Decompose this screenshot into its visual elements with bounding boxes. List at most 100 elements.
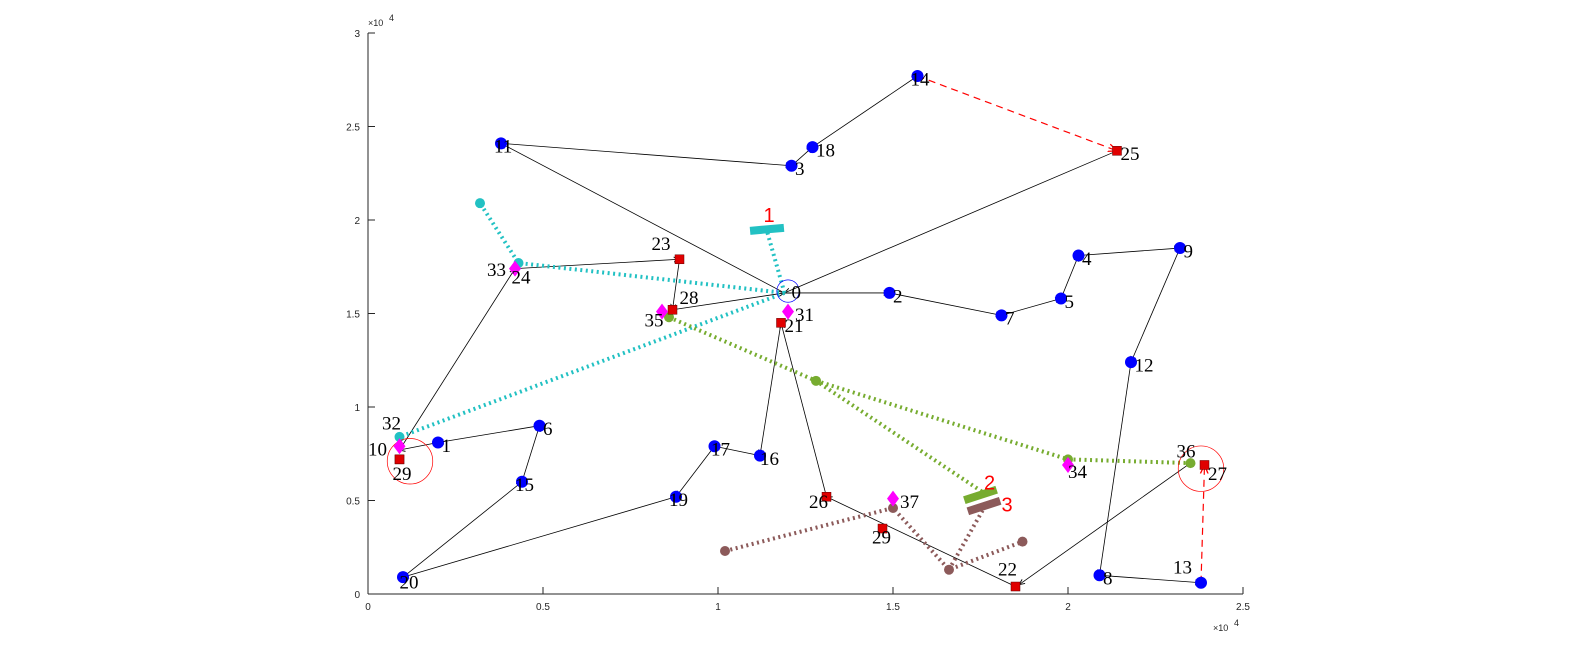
route-segment: [676, 446, 715, 496]
route-segment: [715, 446, 761, 457]
highlight-circles: [386, 279, 1225, 492]
node-label: 1: [442, 436, 452, 457]
node-label: 3: [795, 159, 805, 180]
node-label: 18: [816, 140, 835, 161]
station-point-28: [667, 305, 678, 315]
dashed-route-segment: [1201, 465, 1205, 583]
x-tick-label: 1.5: [886, 602, 900, 613]
drone-node-brown: [1017, 536, 1028, 547]
customer-point-7: [995, 309, 1008, 322]
axes: 0 0.5 1 1.5 2 2.5 0 0.5 1 1.5 2 2.5 3 ×10 4 ×10 4: [346, 13, 1250, 633]
customer-point-17: [708, 440, 721, 453]
drone-node-green: [811, 375, 821, 386]
route-segment: [399, 269, 516, 451]
drone-customer-point-31: [782, 303, 794, 320]
node-label: 21: [785, 316, 804, 337]
red-highlight-circle: [1177, 445, 1225, 492]
customer-point-16: [754, 449, 766, 462]
station-point-21: [776, 318, 786, 328]
node-label: 11: [494, 137, 512, 158]
y-tick-label: 0: [354, 590, 360, 601]
node-label: 17: [711, 440, 730, 461]
red-highlight-circle: [386, 438, 434, 485]
node-label: 33: [487, 260, 506, 281]
customer-point-19: [670, 490, 682, 503]
route-segment: [781, 323, 827, 497]
route-segment: [1019, 462, 1191, 585]
y-tick-label: 1: [354, 403, 360, 414]
station-point-22: [1010, 581, 1021, 592]
zone-label: 3: [1002, 495, 1013, 517]
node-label: 34: [1068, 462, 1088, 483]
station-point-27: [1199, 460, 1210, 470]
station-point-23: [674, 254, 685, 265]
y-tick-label: 2: [354, 216, 360, 227]
x-exponent-label: ×10: [1213, 623, 1228, 633]
customer-point-14: [911, 70, 924, 83]
y-tick-label: 2.5: [346, 123, 360, 134]
route-segment: [760, 322, 782, 456]
node-label: 24: [512, 268, 532, 289]
node-label: 32: [382, 413, 401, 434]
customer-point-15: [516, 475, 528, 488]
dashed-route-segment: [917, 75, 1118, 151]
station-point-29b: [877, 523, 888, 534]
route-segment: [889, 292, 1002, 315]
node-labels: 0123456789101112131415161718192021222324…: [368, 69, 1227, 593]
drone-node-brown: [944, 564, 954, 575]
customer-point-12: [1125, 356, 1137, 369]
dashed-routes: [917, 75, 1205, 583]
customer-point-3: [785, 159, 798, 172]
node-label: 29: [393, 464, 412, 485]
node-label: 15: [515, 475, 534, 496]
blue-highlight-circle: [776, 279, 800, 303]
station-point-25: [1112, 146, 1122, 156]
drone-customer-point-33: [509, 260, 521, 277]
node-label: 28: [680, 288, 699, 309]
launch-site-green: [963, 485, 998, 504]
route-segment: [402, 482, 522, 578]
route-segment: [1099, 574, 1202, 582]
y-exponent-power: 4: [389, 13, 394, 23]
node-label: 14: [911, 69, 931, 90]
node-label: 36: [1177, 441, 1196, 462]
y-exponent-label: ×10: [368, 18, 383, 28]
node-label: 37: [900, 492, 919, 513]
customer-point-6: [533, 419, 546, 432]
node-label: 31: [795, 305, 814, 326]
drone-customer-point-32: [393, 438, 406, 455]
drone-node-cyan: [394, 431, 405, 442]
y-tick-label: 3: [354, 29, 360, 40]
customer-point-9: [1174, 242, 1186, 255]
drone-path-cyan: [398, 291, 786, 439]
drone-node-cyan: [475, 198, 485, 209]
customer-point-5: [1055, 292, 1067, 305]
zone-label: 2: [984, 472, 995, 494]
drone-path-cyan: [765, 230, 787, 294]
drone-path-cyan: [478, 202, 785, 295]
x-exponent-power: 4: [1234, 618, 1239, 628]
drone-customer-point-35: [656, 303, 668, 320]
node-label: 13: [1173, 557, 1192, 578]
customer-point-11: [495, 137, 507, 150]
route-segment: [672, 293, 785, 311]
drone-path-brown: [947, 506, 986, 571]
node-label: 23: [652, 234, 671, 255]
customer-point-2: [883, 286, 896, 299]
station-point-29a: [394, 454, 405, 465]
zone-label: 1: [764, 205, 775, 227]
drone-path-green: [815, 378, 1191, 466]
node-label: 6: [543, 419, 553, 440]
route-segment: [827, 497, 1016, 587]
route-segment: [501, 143, 785, 294]
launch-site-brown: [966, 497, 1002, 516]
node-label: 22: [998, 559, 1017, 580]
node-label: 27: [1208, 464, 1227, 485]
launch-site-cyan: [749, 223, 785, 235]
route-segment: [1100, 362, 1132, 575]
route-segment: [521, 426, 540, 482]
y-tick-label: 1.5: [346, 310, 360, 321]
route-segment: [1078, 248, 1181, 256]
route-segment: [1060, 256, 1079, 299]
